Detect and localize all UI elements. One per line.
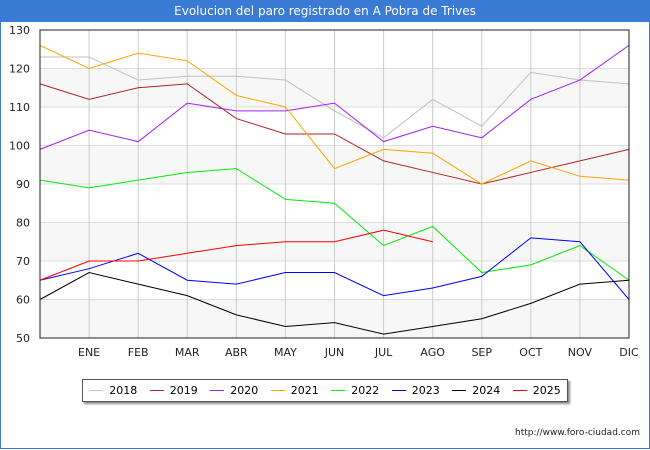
legend-item-2018: 2018 xyxy=(89,384,137,397)
legend-item-2023: 2023 xyxy=(391,384,440,397)
x-tick-label: SEP xyxy=(471,346,492,359)
legend-swatch xyxy=(270,390,285,391)
y-tick-label: 50 xyxy=(16,332,30,345)
series-line-2024 xyxy=(39,272,630,335)
legend: 2018 2019 2020 2021 2022 2023 2024 2025 xyxy=(82,379,568,402)
x-tick-label: OCT xyxy=(519,346,542,359)
plot-border xyxy=(39,29,630,339)
legend-swatch xyxy=(512,390,527,391)
x-tick-label: MAY xyxy=(274,346,297,359)
legend-label: 2023 xyxy=(411,384,440,397)
y-tick-label: 90 xyxy=(16,178,30,191)
x-tick-label: MAR xyxy=(175,346,200,359)
legend-label: 2018 xyxy=(109,384,138,397)
source-url: http://www.foro-ciudad.com xyxy=(515,428,640,438)
y-tick-label: 80 xyxy=(16,217,30,230)
legend-item-2022: 2022 xyxy=(331,384,379,397)
series-line-2025 xyxy=(39,229,433,281)
y-tick-label: 100 xyxy=(9,140,30,153)
x-tick-label: JUN xyxy=(324,346,345,359)
legend-swatch xyxy=(210,390,225,391)
series-line-2018 xyxy=(40,56,630,139)
x-tick-label: FEB xyxy=(128,346,149,359)
y-tick-label: 110 xyxy=(9,101,30,114)
x-tick-label: ENE xyxy=(78,346,100,359)
legend-swatch xyxy=(391,390,406,391)
series-line-2021 xyxy=(39,44,630,185)
legend-label: 2025 xyxy=(532,384,561,397)
legend-swatch xyxy=(452,390,467,391)
y-tick-label: 60 xyxy=(16,294,30,307)
series-line-2022 xyxy=(39,168,630,281)
legend-swatch xyxy=(89,390,104,391)
series-line-2019 xyxy=(39,83,630,185)
legend-swatch xyxy=(149,390,164,391)
series-line-2020 xyxy=(39,44,630,150)
y-tick-label: 70 xyxy=(16,255,30,268)
x-tick-label: NOV xyxy=(568,346,593,359)
series-line-2023 xyxy=(39,237,630,300)
legend-item-2019: 2019 xyxy=(149,384,198,397)
chart-title: Evolucion del paro registrado en A Pobra… xyxy=(0,0,650,22)
legend-label: 2019 xyxy=(169,384,198,397)
legend-item-2021: 2021 xyxy=(270,384,319,397)
legend-label: 2024 xyxy=(472,384,501,397)
x-tick-label: DIC xyxy=(619,346,639,359)
legend-label: 2022 xyxy=(351,384,380,397)
y-tick-label: 130 xyxy=(9,24,30,37)
legend-item-2024: 2024 xyxy=(452,384,500,397)
legend-label: 2020 xyxy=(230,384,259,397)
legend-item-2025: 2025 xyxy=(512,384,561,397)
legend-label: 2021 xyxy=(290,384,319,397)
y-tick-label: 120 xyxy=(9,63,30,76)
x-tick-label: ABR xyxy=(225,346,248,359)
legend-swatch xyxy=(331,390,346,391)
legend-item-2020: 2020 xyxy=(210,384,258,397)
x-tick-label: AGO xyxy=(420,346,445,359)
x-tick-label: JUL xyxy=(374,346,393,359)
